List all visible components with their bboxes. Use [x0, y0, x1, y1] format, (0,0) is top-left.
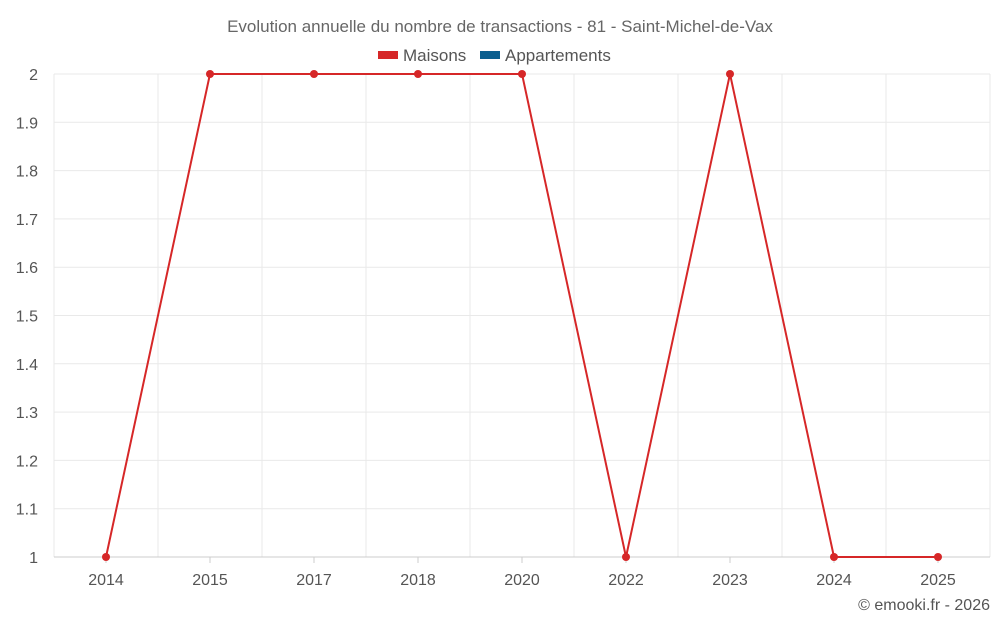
y-tick-label: 1.2 — [16, 453, 38, 470]
x-tick-label: 2015 — [192, 572, 228, 589]
x-tick-label: 2014 — [88, 572, 124, 589]
data-point-maisons — [310, 70, 318, 78]
series-layer — [102, 70, 942, 561]
x-axis: 2014 2015 2017 2018 2020 2022 2023 2024 2025 — [54, 556, 990, 589]
legend-item-maisons[interactable]: Maisons — [378, 46, 466, 65]
x-tick-label: 2018 — [400, 572, 436, 589]
data-point-maisons — [830, 553, 838, 561]
y-tick-label: 1.8 — [16, 164, 38, 181]
x-tick-label: 2024 — [816, 572, 852, 589]
x-tick-label: 2025 — [920, 572, 956, 589]
legend: Maisons Appartements — [378, 46, 611, 65]
data-point-maisons — [622, 553, 630, 561]
x-tick-label: 2022 — [608, 572, 644, 589]
chart-title: Evolution annuelle du nombre de transact… — [227, 17, 773, 36]
x-tick-label: 2020 — [504, 572, 540, 589]
y-tick-label: 1.1 — [16, 502, 38, 519]
x-tick-label: 2023 — [712, 572, 748, 589]
data-point-maisons — [934, 553, 942, 561]
y-tick-label: 1.3 — [16, 405, 38, 422]
data-point-maisons — [206, 70, 214, 78]
legend-item-appartements[interactable]: Appartements — [480, 46, 611, 65]
y-tick-label: 1.9 — [16, 115, 38, 132]
y-tick-label: 1 — [29, 550, 38, 567]
y-tick-label: 1.4 — [16, 357, 38, 374]
y-tick-label: 1.5 — [16, 309, 38, 326]
y-axis: 1 1.1 1.2 1.3 1.4 1.5 1.6 1.7 1.8 1.9 2 — [16, 67, 38, 567]
legend-swatch-maisons — [378, 51, 398, 59]
data-point-maisons — [102, 553, 110, 561]
x-tick-label: 2017 — [296, 572, 332, 589]
credit-text: © emooki.fr - 2026 — [858, 597, 990, 614]
y-tick-label: 1.6 — [16, 260, 38, 277]
y-tick-label: 2 — [29, 67, 38, 84]
legend-label-appartements: Appartements — [505, 46, 611, 65]
data-point-maisons — [726, 70, 734, 78]
y-tick-label: 1.7 — [16, 212, 38, 229]
data-point-maisons — [518, 70, 526, 78]
data-point-maisons — [414, 70, 422, 78]
legend-label-maisons: Maisons — [403, 46, 466, 65]
legend-swatch-appartements — [480, 51, 500, 59]
